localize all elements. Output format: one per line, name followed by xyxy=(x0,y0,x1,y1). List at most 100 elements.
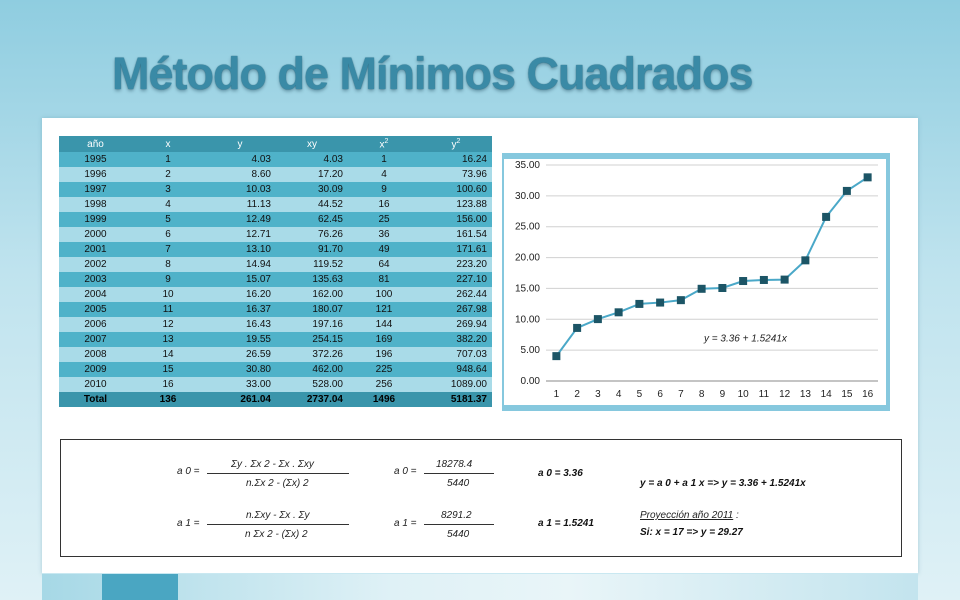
cell-y2: 223.20 xyxy=(420,257,492,272)
cell-y: 11.13 xyxy=(204,197,276,212)
data-point xyxy=(822,212,831,221)
header-year: año xyxy=(59,136,132,152)
table-row: 1995 1 4.03 4.03 1 16.24 xyxy=(59,152,492,167)
a1-numerator: n.Σxy - Σx . Σy xyxy=(246,510,310,521)
cell-x: 16 xyxy=(132,377,204,392)
cell-y2: 16.24 xyxy=(420,152,492,167)
data-point xyxy=(697,284,706,293)
table-row: 2003 9 15.07 135.63 81 227.10 xyxy=(59,272,492,287)
table-total-row: Total 136 261.04 2737.04 1496 5181.37 xyxy=(59,392,492,407)
cell-y: 8.60 xyxy=(204,167,276,182)
header-x: x xyxy=(132,136,204,152)
cell-x: 1 xyxy=(132,152,204,167)
cell-y: 13.10 xyxy=(204,242,276,257)
data-point xyxy=(614,308,623,317)
cell-y2: 100.60 xyxy=(420,182,492,197)
cell-year: 2009 xyxy=(59,362,132,377)
cell-y: 12.71 xyxy=(204,227,276,242)
cell-y2: 707.03 xyxy=(420,347,492,362)
cell-y: 16.43 xyxy=(204,317,276,332)
cell-xy: 462.00 xyxy=(276,362,348,377)
data-point xyxy=(842,186,851,195)
cell-y2: 382.20 xyxy=(420,332,492,347)
cell-x: 4 xyxy=(132,197,204,212)
cell-x: 11 xyxy=(132,302,204,317)
slide-title: Método de Mínimos Cuadrados xyxy=(112,48,754,99)
cell-xy: 4.03 xyxy=(276,152,348,167)
table-row: 2005 11 16.37 180.07 121 267.98 xyxy=(59,302,492,317)
data-point xyxy=(801,256,810,265)
cell-year: 2005 xyxy=(59,302,132,317)
cell-y2: 269.94 xyxy=(420,317,492,332)
x-tick-label: 13 xyxy=(800,389,812,400)
table-row: 2010 16 33.00 528.00 256 1089.00 xyxy=(59,377,492,392)
cell-x2: 81 xyxy=(348,272,420,287)
x-tick-label: 15 xyxy=(841,389,853,400)
x-tick-label: 16 xyxy=(862,389,874,400)
cell-xy: 135.63 xyxy=(276,272,348,287)
cell-x2: 256 xyxy=(348,377,420,392)
cell-y2: 948.64 xyxy=(420,362,492,377)
cell-year: 2007 xyxy=(59,332,132,347)
data-point xyxy=(759,275,768,284)
a1-fraction-bar xyxy=(207,524,349,525)
cell-xy: 44.52 xyxy=(276,197,348,212)
cell-x: 13 xyxy=(132,332,204,347)
cell-year: 1996 xyxy=(59,167,132,182)
data-point xyxy=(780,275,789,284)
y-tick-label: 10.00 xyxy=(515,314,540,325)
table-row: 2007 13 19.55 254.15 169 382.20 xyxy=(59,332,492,347)
cell-x2: 144 xyxy=(348,317,420,332)
data-point xyxy=(656,298,665,307)
header-x2: x2 xyxy=(348,136,420,152)
table-row: 1997 3 10.03 30.09 9 100.60 xyxy=(59,182,492,197)
cell-xy: 162.00 xyxy=(276,287,348,302)
footer-accent-block xyxy=(102,574,178,600)
cell-xy: 76.26 xyxy=(276,227,348,242)
data-point xyxy=(676,296,685,305)
projection-title-text: Proyección año 2011 xyxy=(640,510,734,521)
formulas-box: a 0 = Σy . Σx 2 - Σx . Σxy n.Σx 2 - (Σx)… xyxy=(60,439,902,557)
data-table: año x y xy x2 y2 1995 1 4.03 4.03 1 16.24 1996… xyxy=(59,136,492,407)
cell-y: 33.00 xyxy=(204,377,276,392)
header-y: y xyxy=(204,136,276,152)
cell-year: 1998 xyxy=(59,197,132,212)
data-point xyxy=(552,352,561,361)
cell-y2: 262.44 xyxy=(420,287,492,302)
cell-y: 14.94 xyxy=(204,257,276,272)
data-point xyxy=(863,173,872,182)
cell-xy: 254.15 xyxy=(276,332,348,347)
cell-x: 15 xyxy=(132,362,204,377)
x-tick-label: 6 xyxy=(657,389,663,400)
a0-numerator-value: 18278.4 xyxy=(436,459,473,470)
cell-x2: 64 xyxy=(348,257,420,272)
cell-xy: 528.00 xyxy=(276,377,348,392)
cell-x2: 4 xyxy=(348,167,420,182)
x-tick-label: 8 xyxy=(699,389,705,400)
cell-x2: 16 xyxy=(348,197,420,212)
cell-x2: 225 xyxy=(348,362,420,377)
cell-y2: 123.88 xyxy=(420,197,492,212)
cell-year: 1999 xyxy=(59,212,132,227)
cell-x: 6 xyxy=(132,227,204,242)
table-row: 2001 7 13.10 91.70 49 171.61 xyxy=(59,242,492,257)
data-point xyxy=(573,323,582,332)
x-tick-label: 11 xyxy=(759,389,770,400)
x-tick-label: 14 xyxy=(821,389,833,400)
data-point xyxy=(593,315,602,324)
cell-y2: 161.54 xyxy=(420,227,492,242)
cell-x2: 9 xyxy=(348,182,420,197)
total-xy: 2737.04 xyxy=(276,392,348,407)
total-y: 261.04 xyxy=(204,392,276,407)
y-tick-label: 15.00 xyxy=(515,283,540,294)
projection-value: Si: x = 17 => y = 29.27 xyxy=(640,527,743,538)
a1-result: a 1 = 1.5241 xyxy=(538,518,594,529)
series-line xyxy=(555,176,869,357)
table-row: 2008 14 26.59 372.26 196 707.03 xyxy=(59,347,492,362)
cell-x: 2 xyxy=(132,167,204,182)
data-point xyxy=(739,277,748,286)
cell-y: 19.55 xyxy=(204,332,276,347)
header-y2-base: y xyxy=(451,139,457,151)
cell-y: 26.59 xyxy=(204,347,276,362)
cell-year: 1997 xyxy=(59,182,132,197)
